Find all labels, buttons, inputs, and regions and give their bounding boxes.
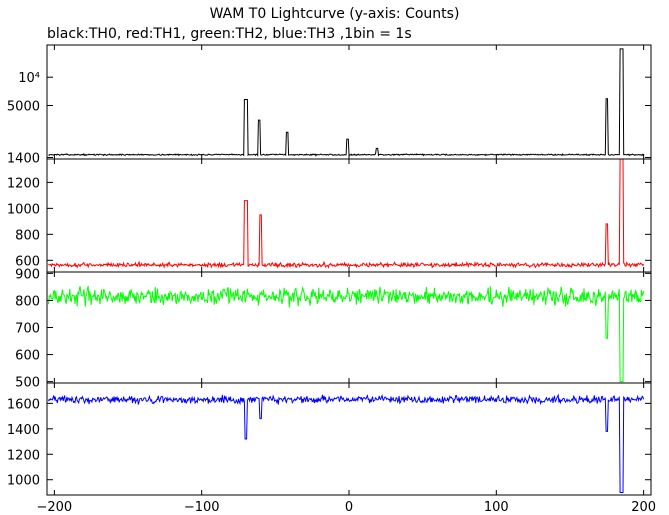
panel-th2-y-tick-label: 700 [15,322,40,337]
panel-th0-frame [46,44,652,160]
x-tick-label: −200 [37,500,73,515]
chart-title: WAM T0 Lightcurve (y-axis: Counts) [209,6,460,22]
panel-th2-series-line [48,285,645,383]
panel-th1-series-line [48,158,645,269]
panel-th1-frame [46,158,652,273]
panel-th0-y-tick-label: 5000 [7,100,40,115]
panel-th1-y-tick-label: 600 [15,254,40,269]
panel-th3-y-tick-label: 1200 [7,448,40,463]
panel-th0-y-tick-label: 1400 [7,152,40,167]
chart-subtitle: black:TH0, red:TH1, green:TH2, blue:TH3 … [47,26,412,42]
panel-th1-y-tick-label: 1000 [7,202,40,217]
panel-th1-y-tick-label: 1200 [7,176,40,191]
x-tick-label: −100 [184,500,220,515]
panel-th2-y-tick-label: 800 [15,294,40,309]
x-tick-label: 0 [345,500,353,515]
panel-th3-y-tick-label: 1400 [7,423,40,438]
panel-th3-y-tick-label: 1000 [7,474,40,489]
panel-th1-y-tick-label: 800 [15,228,40,243]
panel-th2-y-tick-label: 600 [15,349,40,364]
x-tick-label: 100 [484,500,509,515]
panel-th0-series-line [48,48,645,157]
panel-th2-y-tick-label: 500 [15,376,40,391]
panel-th3-y-tick-label: 1600 [7,397,40,412]
panel-th2-frame [46,271,652,384]
panel-th3-series-line [48,393,645,493]
x-tick-label: 200 [631,500,656,515]
panel-th2-y-tick-label: 900 [15,267,40,282]
panel-th0-y-tick-label: 10⁴ [18,71,40,86]
